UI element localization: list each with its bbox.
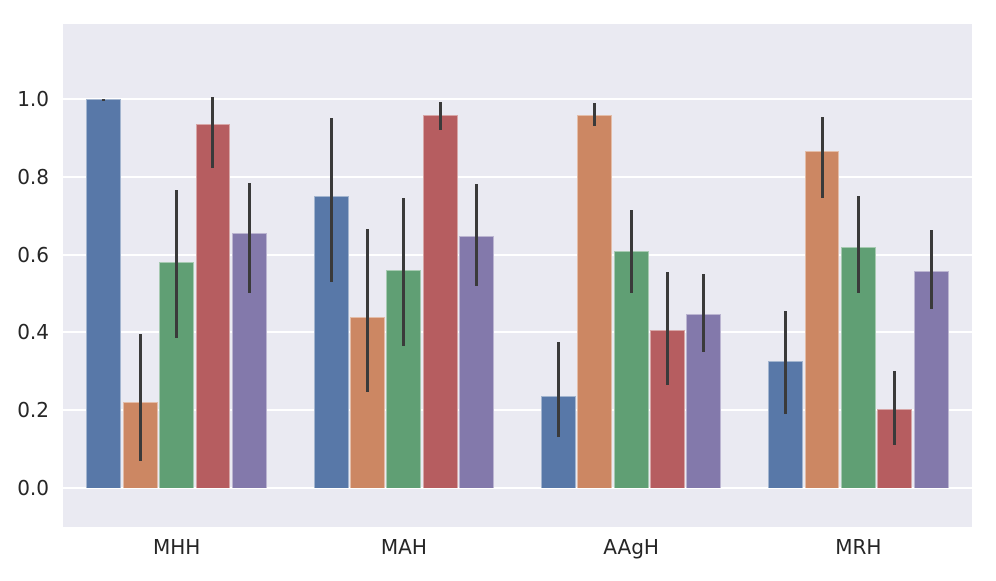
error-bar-MRH-series-1-blue bbox=[784, 310, 788, 414]
error-bar-MRH-series-4-red bbox=[893, 371, 897, 445]
bar-MAH-series-4-red bbox=[422, 115, 458, 488]
x-tick-label-AAgH: AAgH bbox=[603, 535, 659, 559]
error-bar-MAH-series-3-green bbox=[402, 198, 406, 346]
error-bar-MRH-series-3-green bbox=[856, 196, 860, 294]
gridline-y-0.6 bbox=[63, 253, 972, 256]
bar-AAgH-series-2-orange bbox=[577, 114, 613, 488]
y-tick-label-0.6: 0.6 bbox=[17, 242, 49, 267]
y-tick-label-0.8: 0.8 bbox=[17, 164, 49, 189]
y-tick-label-1.0: 1.0 bbox=[17, 87, 49, 112]
error-bar-MAH-series-1-blue bbox=[329, 118, 333, 282]
y-tick-label-0.2: 0.2 bbox=[17, 397, 49, 422]
error-bar-MHH-series-5-purple bbox=[247, 182, 251, 294]
error-bar-MHH-series-4-red bbox=[211, 97, 215, 169]
error-bar-MHH-series-1-blue bbox=[102, 99, 106, 102]
error-bar-AAgH-series-1-blue bbox=[556, 341, 560, 438]
bar-MHH-series-1-blue bbox=[86, 99, 122, 488]
error-bar-AAgH-series-5-purple bbox=[702, 273, 706, 352]
gridline-y-1.0 bbox=[63, 98, 972, 101]
bar-MHH-series-4-red bbox=[195, 123, 231, 488]
gridline-y-0.4 bbox=[63, 331, 972, 334]
error-bar-MHH-series-3-green bbox=[175, 190, 179, 339]
x-tick-label-MRH: MRH bbox=[835, 535, 882, 559]
gridline-y-0.2 bbox=[63, 408, 972, 411]
y-tick-label-0.0: 0.0 bbox=[17, 475, 49, 500]
error-bar-MAH-series-5-purple bbox=[475, 183, 479, 286]
error-bar-AAgH-series-4-red bbox=[665, 272, 669, 385]
error-bar-MRH-series-5-purple bbox=[929, 230, 933, 309]
x-tick-label-MAH: MAH bbox=[380, 535, 427, 559]
gridline-y-0.0 bbox=[63, 486, 972, 489]
y-tick-label-0.4: 0.4 bbox=[17, 320, 49, 345]
error-bar-AAgH-series-3-green bbox=[629, 209, 633, 294]
error-bar-MRH-series-2-orange bbox=[820, 116, 824, 199]
gridline-y-0.8 bbox=[63, 175, 972, 178]
error-bar-MHH-series-2-orange bbox=[138, 334, 142, 461]
x-tick-label-MHH: MHH bbox=[152, 535, 201, 559]
error-bar-MAH-series-4-red bbox=[438, 102, 442, 131]
error-bar-AAgH-series-2-orange bbox=[593, 102, 597, 127]
bar-MRH-series-2-orange bbox=[804, 151, 840, 488]
error-bar-MAH-series-2-orange bbox=[366, 229, 369, 393]
